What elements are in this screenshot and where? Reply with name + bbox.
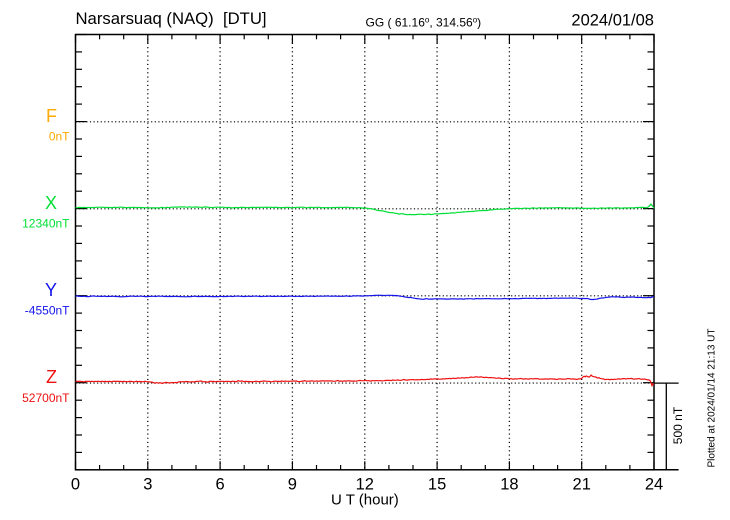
svg-text:2024/01/08: 2024/01/08	[571, 12, 654, 30]
svg-text:21: 21	[573, 475, 591, 493]
svg-text:0nT: 0nT	[49, 130, 70, 144]
svg-text:Plotted at 2024/01/14 21:13 UT: Plotted at 2024/01/14 21:13 UT	[707, 329, 718, 468]
svg-text:500 nT: 500 nT	[671, 406, 685, 444]
svg-text:12340nT: 12340nT	[22, 217, 70, 231]
svg-text:15: 15	[428, 475, 446, 493]
svg-text:3: 3	[143, 475, 152, 493]
svg-text:X: X	[45, 193, 57, 213]
svg-text:0: 0	[71, 475, 80, 493]
svg-text:52700nT: 52700nT	[22, 391, 70, 405]
svg-text:Narsarsuaq (NAQ) [DTU]: Narsarsuaq (NAQ) [DTU]	[76, 9, 267, 28]
svg-text:6: 6	[216, 475, 225, 493]
svg-text:F: F	[46, 106, 57, 126]
svg-text:-4550nT: -4550nT	[25, 304, 70, 318]
svg-text:U T (hour): U T (hour)	[331, 491, 399, 508]
svg-text:Y: Y	[45, 280, 57, 300]
svg-text:Z: Z	[46, 367, 57, 387]
svg-text:24: 24	[645, 475, 663, 493]
svg-text:GG ( 61.16o, 314.56o): GG ( 61.16o, 314.56o)	[366, 16, 482, 30]
svg-text:9: 9	[288, 475, 297, 493]
svg-text:18: 18	[500, 475, 518, 493]
svg-text:12: 12	[356, 475, 374, 493]
